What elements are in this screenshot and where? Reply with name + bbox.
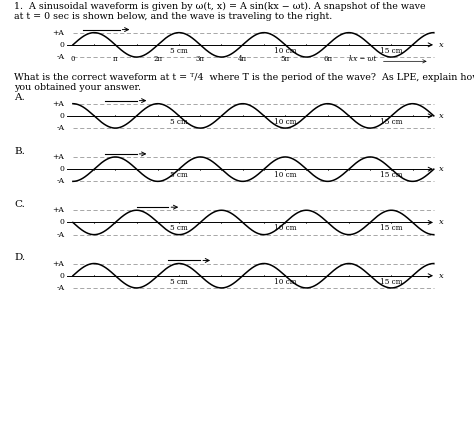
Text: 15 cm: 15 cm: [380, 278, 402, 285]
Text: +A: +A: [53, 153, 64, 161]
Text: x: x: [439, 41, 444, 49]
Text: C.: C.: [14, 200, 25, 209]
Text: 1.  A sinusoidal waveform is given by ω(t, x) = A sin(kx − ωt). A snapshot of th: 1. A sinusoidal waveform is given by ω(t…: [14, 2, 426, 12]
Text: 10 cm: 10 cm: [274, 224, 296, 232]
Text: D.: D.: [14, 253, 25, 262]
Text: 10 cm: 10 cm: [274, 171, 296, 179]
Text: 15 cm: 15 cm: [380, 47, 402, 55]
Text: 0: 0: [60, 41, 64, 49]
Text: -A: -A: [56, 177, 64, 186]
Text: x: x: [439, 112, 444, 120]
Text: 15 cm: 15 cm: [380, 118, 402, 126]
Text: π: π: [113, 56, 118, 63]
Text: 3π: 3π: [196, 56, 205, 63]
Text: 5 cm: 5 cm: [170, 278, 188, 285]
Text: B.: B.: [14, 147, 25, 155]
Text: x: x: [439, 272, 444, 280]
Text: 0: 0: [60, 218, 64, 226]
Text: -A: -A: [56, 284, 64, 292]
Text: -A: -A: [56, 230, 64, 239]
Text: x: x: [439, 165, 444, 173]
Text: 10 cm: 10 cm: [274, 278, 296, 285]
Text: -A: -A: [56, 53, 64, 61]
Text: 5 cm: 5 cm: [170, 171, 188, 179]
Text: kx − ωt: kx − ωt: [349, 56, 376, 63]
Text: 0: 0: [60, 165, 64, 173]
Text: 5 cm: 5 cm: [170, 47, 188, 55]
Text: 2π: 2π: [153, 56, 163, 63]
Text: you obtained your answer.: you obtained your answer.: [14, 83, 141, 92]
Text: x: x: [439, 218, 444, 226]
Text: 5π: 5π: [281, 56, 290, 63]
Text: +A: +A: [53, 28, 64, 37]
Text: +A: +A: [53, 206, 64, 214]
Text: 6π: 6π: [323, 56, 332, 63]
Text: 10 cm: 10 cm: [274, 118, 296, 126]
Text: A.: A.: [14, 93, 25, 102]
Text: at t = 0 sec is shown below, and the wave is traveling to the right.: at t = 0 sec is shown below, and the wav…: [14, 12, 332, 21]
Text: +A: +A: [53, 259, 64, 268]
Text: +A: +A: [53, 99, 64, 108]
Text: 0: 0: [60, 112, 64, 120]
Text: 0: 0: [71, 56, 75, 63]
Text: What is the correct waveform at t = ᵀ/4  where T is the period of the wave?  As : What is the correct waveform at t = ᵀ/4 …: [14, 73, 474, 82]
Text: 15 cm: 15 cm: [380, 224, 402, 232]
Text: -A: -A: [56, 124, 64, 132]
Text: 4π: 4π: [238, 56, 247, 63]
Text: 5 cm: 5 cm: [170, 224, 188, 232]
Text: 5 cm: 5 cm: [170, 118, 188, 126]
Text: 15 cm: 15 cm: [380, 171, 402, 179]
Text: 10 cm: 10 cm: [274, 47, 296, 55]
Text: 0: 0: [60, 272, 64, 280]
